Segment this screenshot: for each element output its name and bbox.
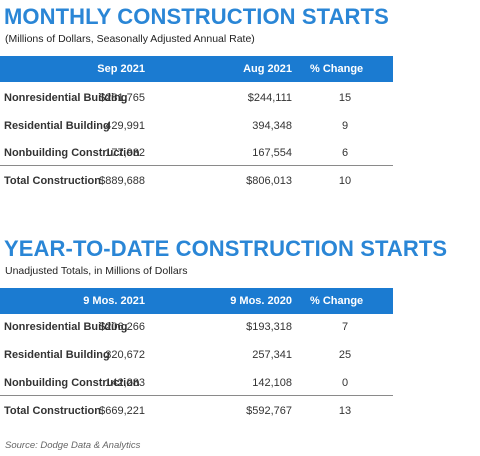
row-value-prior: 167,554 xyxy=(252,147,292,159)
row-value-prior: $193,318 xyxy=(246,321,292,333)
row-value-current: $206,266 xyxy=(99,321,145,333)
ytd-header-col3: % Change xyxy=(310,295,364,307)
row-value-current: 142,283 xyxy=(105,377,145,389)
table-total-row: Total Construction $669,221 $592,767 13 xyxy=(0,397,393,424)
ytd-total-divider xyxy=(0,395,393,396)
total-label: Total Construction xyxy=(4,175,101,187)
row-label: Residential Building xyxy=(4,120,110,132)
monthly-title: MONTHLY CONSTRUCTION STARTS xyxy=(4,4,389,29)
row-value-current: 177,932 xyxy=(105,147,145,159)
row-label: Nonresidential Building xyxy=(4,321,128,333)
row-pct-change: 15 xyxy=(338,92,352,104)
monthly-total-divider xyxy=(0,165,393,166)
row-label: Residential Building xyxy=(4,349,110,361)
ytd-header-col1: 9 Mos. 2021 xyxy=(83,295,145,307)
row-pct-change: 0 xyxy=(341,377,349,389)
table-row: Nonbuilding Construction 177,932 167,554… xyxy=(0,139,393,166)
monthly-header-col2: Aug 2021 xyxy=(243,63,292,75)
table-row: Nonresidential Building $206,266 $193,31… xyxy=(0,313,393,340)
row-pct-change: 9 xyxy=(341,120,349,132)
row-value-prior: 394,348 xyxy=(252,120,292,132)
ytd-subtitle: Unadjusted Totals, in Millions of Dollar… xyxy=(5,265,188,277)
row-label: Nonbuilding Construction xyxy=(4,377,140,389)
table-row: Nonbuilding Construction 142,283 142,108… xyxy=(0,369,393,396)
monthly-header-row: Sep 2021 Aug 2021 % Change xyxy=(0,56,393,82)
ytd-header-col2: 9 Mos. 2020 xyxy=(230,295,292,307)
monthly-header-col1: Sep 2021 xyxy=(97,63,145,75)
row-value-prior: $244,111 xyxy=(247,92,292,104)
total-value-current: $669,221 xyxy=(99,405,145,417)
table-row: Nonresidential Building $281,765 $244,11… xyxy=(0,84,393,111)
table-total-row: Total Construction $889,688 $806,013 10 xyxy=(0,167,393,194)
total-pct-change: 13 xyxy=(338,405,352,417)
monthly-subtitle: (Millions of Dollars, Seasonally Adjuste… xyxy=(5,33,255,45)
total-value-prior: $592,767 xyxy=(246,405,292,417)
table-row: Residential Building 320,672 257,341 25 xyxy=(0,341,393,368)
row-value-prior: 257,341 xyxy=(252,349,292,361)
row-value-current: 429,991 xyxy=(105,120,145,132)
table-row: Residential Building 429,991 394,348 9 xyxy=(0,112,393,139)
row-pct-change: 25 xyxy=(338,349,352,361)
row-label: Nonresidential Building xyxy=(4,92,128,104)
total-value-prior: $806,013 xyxy=(246,175,292,187)
row-value-current: 320,672 xyxy=(105,349,145,361)
row-label: Nonbuilding Construction xyxy=(4,147,140,159)
row-value-prior: 142,108 xyxy=(252,377,292,389)
row-pct-change: 7 xyxy=(341,321,349,333)
row-value-current: $281,765 xyxy=(99,92,145,104)
ytd-title: YEAR-TO-DATE CONSTRUCTION STARTS xyxy=(4,236,448,261)
ytd-header-row: 9 Mos. 2021 9 Mos. 2020 % Change xyxy=(0,288,393,314)
total-label: Total Construction xyxy=(4,405,101,417)
total-pct-change: 10 xyxy=(338,175,352,187)
row-pct-change: 6 xyxy=(341,147,349,159)
source-note: Source: Dodge Data & Analytics xyxy=(5,440,141,451)
monthly-header-col3: % Change xyxy=(310,63,364,75)
total-value-current: $889,688 xyxy=(99,175,145,187)
